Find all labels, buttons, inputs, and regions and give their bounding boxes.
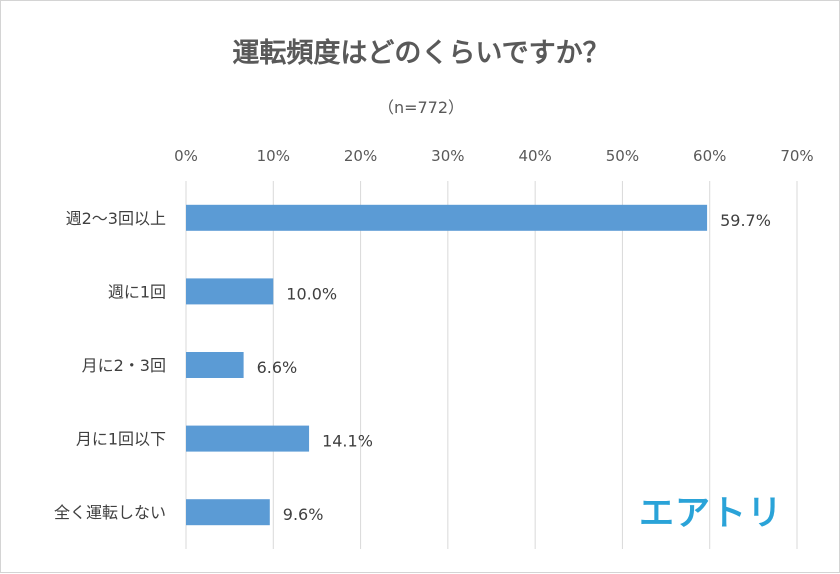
bar xyxy=(186,499,270,526)
data-label: 10.0% xyxy=(286,284,337,303)
x-tick-label: 0% xyxy=(174,147,198,165)
bar xyxy=(186,204,708,231)
bar xyxy=(186,278,274,305)
x-tick-label: 30% xyxy=(431,147,464,165)
data-label: 6.6% xyxy=(257,358,298,377)
category-label: 週に1回 xyxy=(108,282,166,301)
chart-subtitle: （n=772） xyxy=(377,98,465,117)
data-label: 59.7% xyxy=(720,211,771,230)
x-tick-label: 20% xyxy=(344,147,377,165)
bar xyxy=(186,425,310,452)
category-label: 週2～3回以上 xyxy=(66,209,166,228)
x-tick-label: 70% xyxy=(780,147,813,165)
brand-logo: エアトリ xyxy=(639,494,784,534)
x-tick-label: 40% xyxy=(518,147,551,165)
x-tick-label: 60% xyxy=(693,147,726,165)
chart-title: 運転頻度はどのくらいですか？ xyxy=(232,38,610,69)
x-tick-label: 10% xyxy=(257,147,290,165)
category-label: 月に1回以下 xyxy=(76,430,166,449)
category-label: 月に2・3回 xyxy=(82,356,166,375)
x-tick-label: 50% xyxy=(606,147,639,165)
data-label: 14.1% xyxy=(322,432,373,451)
bar xyxy=(186,352,244,378)
category-label: 全く運転しない xyxy=(54,503,166,522)
data-label: 9.6% xyxy=(283,505,324,524)
